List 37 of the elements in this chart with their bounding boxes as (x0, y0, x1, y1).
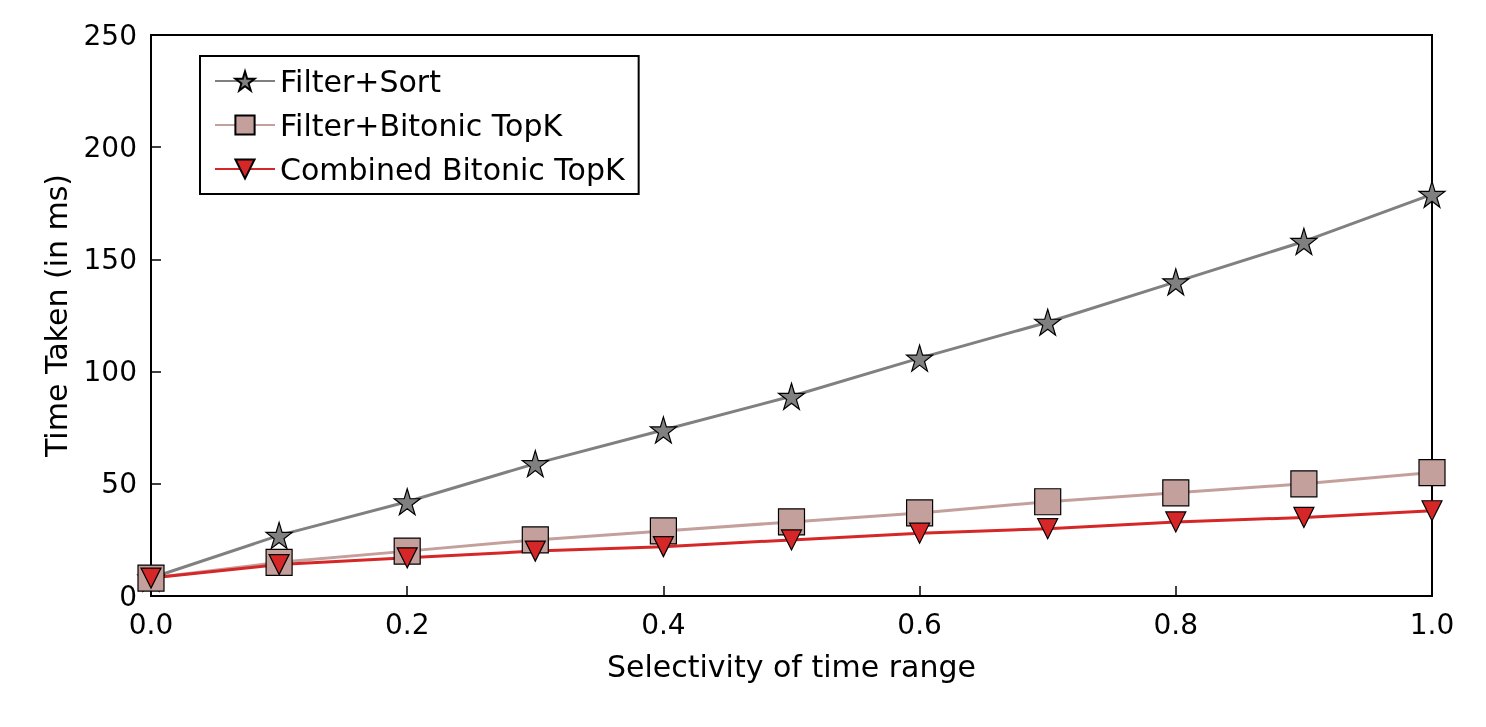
point (1293, 506, 1315, 529)
x-tick-label: 0.2 (384, 607, 430, 641)
x-tick-label: 0.8 (1153, 607, 1199, 641)
point (909, 522, 931, 544)
point (1418, 180, 1446, 208)
y-tick-label: 150 (83, 242, 137, 276)
y-tick-label: 250 (83, 18, 137, 52)
y-axis-title: Time Taken (in ms) (38, 173, 74, 459)
point (521, 450, 549, 478)
legend-label: Filter+Sort (280, 63, 442, 99)
point (1290, 470, 1318, 498)
point (906, 344, 934, 372)
point (649, 416, 677, 444)
point (652, 536, 674, 558)
x-tick-label: 0.4 (641, 607, 686, 641)
point (777, 382, 806, 410)
point (1165, 511, 1187, 533)
point (1162, 268, 1190, 296)
point (1034, 488, 1062, 516)
x-tick-label: 1.0 (1409, 607, 1455, 641)
point (1034, 308, 1062, 336)
point (1290, 227, 1318, 256)
point (1421, 500, 1443, 522)
point (265, 521, 293, 550)
x-axis-title: Selectivity of time range (606, 648, 977, 684)
point (780, 529, 803, 551)
point (1418, 458, 1446, 487)
y-tick-label: 50 (101, 467, 137, 501)
y-tick-label: 100 (83, 355, 137, 389)
legend-label: Filter+Bitonic TopK (280, 107, 564, 143)
legend-label: Combined Bitonic TopK (280, 151, 626, 187)
y-tick-label: 200 (83, 130, 137, 164)
x-tick-label: 0.6 (897, 607, 942, 641)
point (393, 488, 421, 516)
point (1162, 479, 1190, 507)
point (1037, 518, 1059, 540)
point (906, 499, 934, 527)
